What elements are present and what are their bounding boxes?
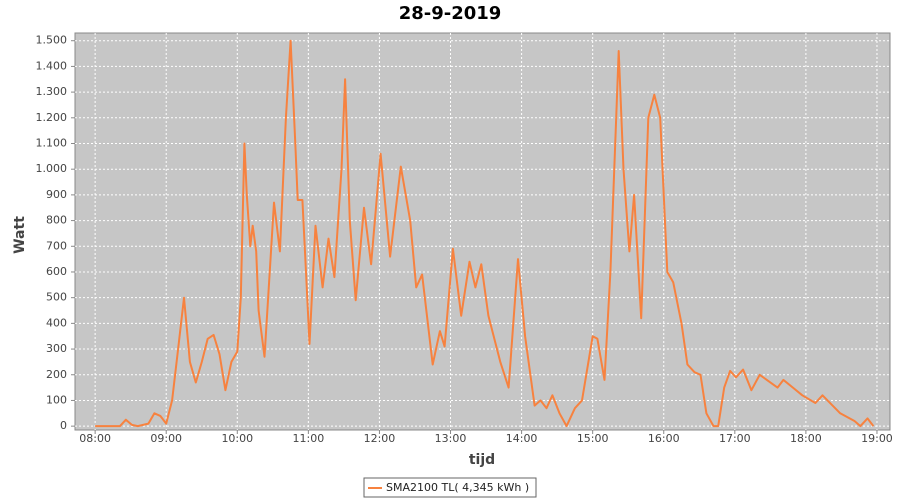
y-tick-label: 1.500 [36, 34, 68, 47]
x-tick-label: 16:00 [648, 432, 680, 445]
x-tick-label: 08:00 [79, 432, 111, 445]
y-tick-label: 400 [46, 316, 67, 329]
y-tick-label: 1.400 [36, 59, 68, 72]
y-tick-label: 800 [46, 214, 67, 227]
y-tick-label: 300 [46, 342, 67, 355]
legend-label: SMA2100 TL( 4,345 kWh ) [386, 481, 529, 494]
x-tick-label: 13:00 [435, 432, 467, 445]
legend-box [363, 477, 537, 498]
x-tick-label: 10:00 [221, 432, 253, 445]
y-axis-label: Watt [12, 216, 28, 254]
y-tick-label: 0 [60, 419, 67, 432]
x-axis-label: tijd [469, 452, 495, 468]
chart-title: 28-9-2019 [399, 3, 502, 24]
y-tick-label: 700 [46, 239, 67, 252]
x-tick-label: 15:00 [577, 432, 609, 445]
x-tick-label: 14:00 [506, 432, 538, 445]
x-tick-label: 09:00 [150, 432, 182, 445]
x-tick-label: 18:00 [790, 432, 822, 445]
y-tick-label: 900 [46, 188, 67, 201]
y-tick-label: 1.100 [36, 136, 68, 149]
series-line [95, 39, 875, 428]
y-tick-label: 1.300 [36, 85, 68, 98]
y-tick-label: 1.000 [36, 162, 68, 175]
y-tick-label: 500 [46, 291, 67, 304]
y-tick-label: 200 [46, 368, 67, 381]
x-tick-label: 17:00 [719, 432, 751, 445]
plot-area [74, 32, 891, 431]
y-tick-label: 600 [46, 265, 67, 278]
x-tick-label: 11:00 [293, 432, 325, 445]
y-tick-label: 1.200 [36, 111, 68, 124]
y-tick-label: 100 [46, 393, 67, 406]
x-tick-label: 12:00 [364, 432, 396, 445]
x-tick-label: 19:00 [861, 432, 893, 445]
